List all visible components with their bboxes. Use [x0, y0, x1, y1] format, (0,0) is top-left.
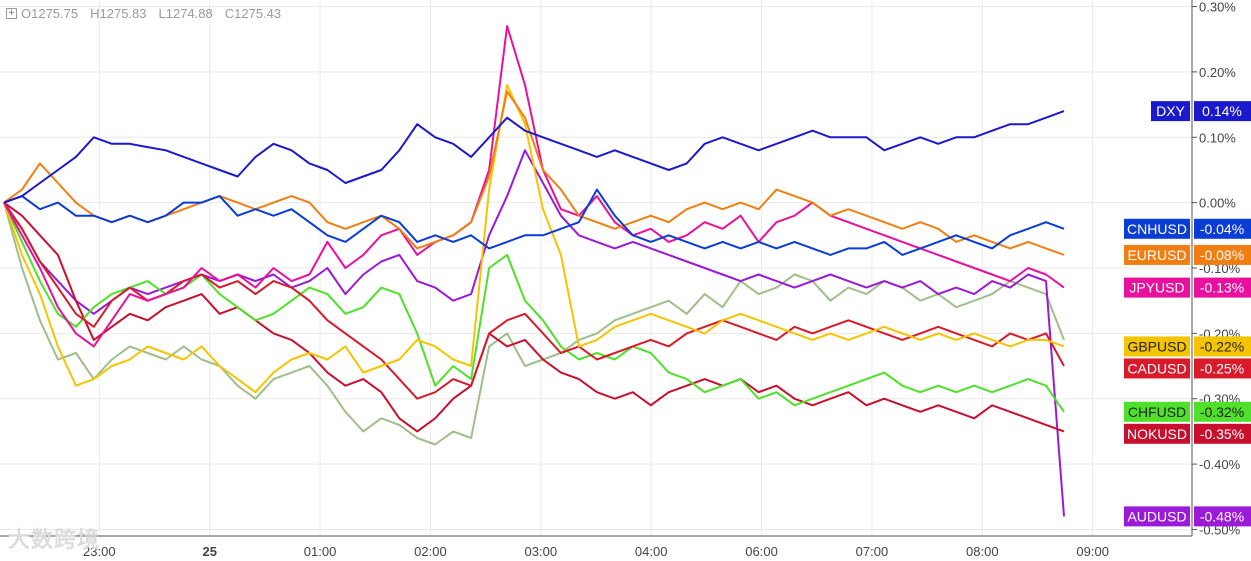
series-name-text: AUDUSD — [1127, 508, 1186, 524]
series-value-text: -0.25% — [1200, 360, 1244, 376]
series-value-box — [1194, 244, 1251, 265]
x-tick-label: 01:00 — [304, 544, 337, 559]
series-name-box — [1124, 423, 1190, 444]
series-line-nokusd — [3, 201, 1065, 433]
x-tick-label: 08:00 — [966, 544, 999, 559]
series-line-cnhusd — [3, 188, 1065, 256]
series-value-text: -0.48% — [1200, 508, 1244, 524]
y-tick-label: 0.10% — [1199, 130, 1236, 145]
series-name-text: CADUSD — [1127, 360, 1186, 376]
x-tick-label: 25 — [202, 544, 216, 559]
ohlc-open: O1275.75 — [21, 6, 79, 21]
series-value-text: -0.32% — [1200, 404, 1244, 420]
series-line-jpyusd — [3, 25, 1065, 348]
y-axis: 0.30%0.20%0.10%0.00%-0.10%-0.20%-0.30%-0… — [1191, 0, 1241, 537]
series-label-cnhusd: CNHUSD -0.04% — [1124, 218, 1251, 239]
series-name-box — [1124, 506, 1190, 527]
series-label-jpyusd: JPYUSD -0.13% — [1124, 277, 1251, 298]
watermark: 大数跨境 — [8, 527, 101, 552]
x-tick-label: 03:00 — [525, 544, 558, 559]
series-labels: DXY 0.14% CNHUSD -0.04% EURUSD -0.08% JPYUSD -0… — [1124, 101, 1251, 527]
series-name-box — [1124, 336, 1190, 357]
series-label-chfusd: CHFUSD -0.32% — [1124, 401, 1251, 422]
series-name-box — [1124, 401, 1190, 422]
series-name-box — [1151, 101, 1190, 122]
x-tick-label: 02:00 — [414, 544, 447, 559]
series-value-box — [1194, 506, 1251, 527]
series-name-box — [1124, 277, 1190, 298]
series-value-box — [1194, 218, 1251, 239]
series-value-text: -0.08% — [1200, 247, 1244, 263]
series-value-box — [1194, 277, 1251, 298]
series-name-text: GBPUSD — [1127, 338, 1186, 354]
y-tick-label: 0.30% — [1199, 0, 1236, 15]
y-tick-label: 0.20% — [1199, 65, 1236, 80]
x-tick-label: 07:00 — [856, 544, 889, 559]
series-name-box — [1124, 244, 1190, 265]
series-line-dxy — [3, 110, 1065, 204]
grid — [0, 0, 1192, 536]
series-value-box — [1194, 401, 1251, 422]
x-axis: 23:00 25 01:00 02:00 03:00 04:00 06:00 07:00 08:… — [0, 535, 1192, 559]
series-value-box — [1194, 423, 1251, 444]
series-name-text: CHFUSD — [1128, 404, 1186, 420]
series-line-eurusd — [3, 90, 1065, 256]
y-tick-label: -0.40% — [1199, 457, 1241, 472]
series-label-cadusd: CADUSD -0.25% — [1124, 358, 1251, 379]
y-tick-label: 0.00% — [1199, 196, 1236, 211]
expand-icon[interactable]: + — [6, 8, 17, 19]
x-tick-label: 09:00 — [1076, 544, 1109, 559]
x-tick-label: 23:00 — [83, 544, 116, 559]
series-value-text: -0.04% — [1200, 221, 1244, 237]
series-line-cadusd — [3, 202, 1065, 400]
series-label-audusd: AUDUSD -0.48% — [1124, 506, 1251, 527]
ohlc-low: L1274.88 — [158, 6, 213, 21]
x-tick-label: 04:00 — [635, 544, 668, 559]
series-label-nokusd: NOKUSD -0.35% — [1124, 423, 1251, 444]
series-label-dxy: DXY 0.14% — [1151, 101, 1251, 122]
ohlc-high: H1275.83 — [90, 6, 147, 21]
series-value-text: -0.13% — [1200, 280, 1244, 296]
series-name-text: JPYUSD — [1129, 280, 1184, 296]
series-name-box — [1124, 358, 1190, 379]
series-name-text: DXY — [1156, 103, 1185, 119]
series-value-box — [1194, 358, 1251, 379]
series-label-eurusd: EURUSD -0.08% — [1124, 244, 1251, 265]
ohlc-close: C1275.43 — [224, 6, 282, 21]
ohlc-readout: + O1275.75 H1275.83 L1274.88 C1275.43 — [6, 6, 289, 21]
series-value-text: 0.14% — [1202, 103, 1242, 119]
series-line-chfusd — [3, 202, 1065, 413]
series-value-box — [1194, 336, 1251, 357]
x-tick-label: 06:00 — [745, 544, 778, 559]
series-group — [3, 25, 1065, 517]
series-label-gbpusd: GBPUSD -0.22% — [1124, 336, 1251, 357]
series-value-text: -0.22% — [1200, 338, 1244, 354]
series-line-gbpusd — [3, 84, 1065, 394]
series-name-text: NOKUSD — [1127, 426, 1187, 442]
series-name-text: CNHUSD — [1127, 221, 1187, 237]
series-value-box — [1194, 101, 1251, 122]
series-name-text: EURUSD — [1127, 247, 1186, 263]
series-value-text: -0.35% — [1200, 426, 1244, 442]
series-name-box — [1124, 218, 1190, 239]
